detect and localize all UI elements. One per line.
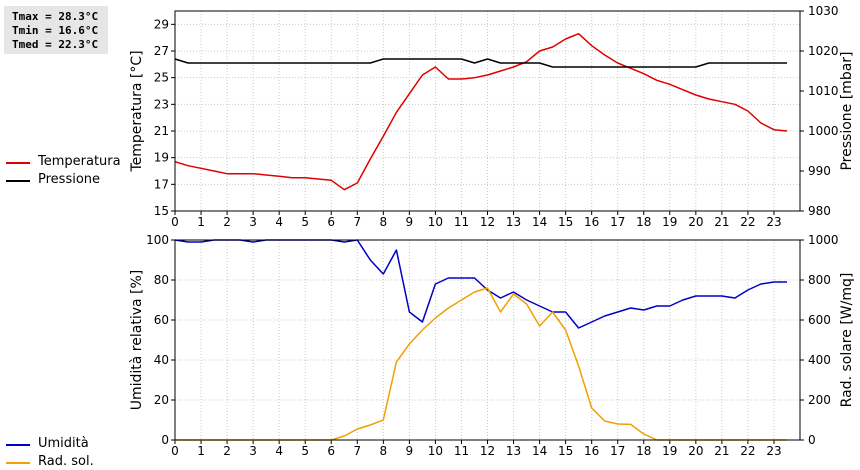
x-tick-label: 20 [688, 215, 703, 229]
weather-charts: 0 1 2 3 4 5 6 7 8 9 10 11 12 13 14 15 16 17 18 19 20 21 22 2315… [129, 4, 855, 458]
x-tick-label: 16 [584, 444, 599, 458]
legend-label-temperatura: Temperatura [38, 154, 121, 169]
y2-tick-label: 1000 [808, 233, 839, 247]
y2-tick-label: 1000 [808, 124, 839, 138]
y-axis-title-1: Umidità relativa [%] [129, 270, 145, 411]
legend-swatch-umidita [6, 444, 30, 446]
y2-tick-label: 1010 [808, 84, 839, 98]
tmin-text: Tmin = 16.6°C [12, 24, 99, 37]
y2-axis-title-0: Pressione [mbar] [839, 51, 855, 170]
x-tick-label: 12 [480, 215, 495, 229]
x-tick-label: 16 [584, 215, 599, 229]
x-tick-label: 20 [688, 444, 703, 458]
series-line-0-1 [174, 58, 787, 68]
x-tick-label: 12 [480, 444, 495, 458]
x-tick-label: 7 [353, 215, 361, 229]
x-tick-label: 23 [766, 444, 781, 458]
x-tick-label: 13 [506, 444, 521, 458]
x-tick-label: 10 [428, 444, 443, 458]
y-tick-label: 21 [154, 124, 169, 138]
x-tick-label: 9 [406, 444, 414, 458]
y2-tick-label: 200 [808, 393, 831, 407]
y-tick-label: 40 [154, 353, 169, 367]
y-tick-label: 27 [154, 44, 169, 58]
legend-swatch-temperatura [6, 162, 30, 164]
x-tick-label: 1 [197, 444, 205, 458]
x-tick-label: 19 [662, 215, 677, 229]
x-tick-label: 11 [454, 444, 469, 458]
y-tick-label: 19 [154, 151, 169, 165]
x-tick-label: 6 [327, 215, 335, 229]
x-tick-label: 14 [532, 215, 547, 229]
x-tick-label: 21 [714, 215, 729, 229]
x-tick-label: 15 [558, 444, 573, 458]
y-tick-label: 15 [154, 204, 169, 218]
x-tick-label: 5 [301, 215, 309, 229]
y-tick-label: 23 [154, 97, 169, 111]
x-tick-label: 22 [740, 215, 755, 229]
x-tick-label: 17 [610, 215, 625, 229]
x-tick-label: 17 [610, 444, 625, 458]
y-axis-title-0: Temperatura [°C] [129, 50, 145, 172]
legend-swatch-pressione [6, 180, 30, 182]
y2-tick-label: 990 [808, 164, 831, 178]
y2-tick-label: 0 [808, 433, 816, 447]
x-tick-label: 2 [223, 444, 231, 458]
y-tick-label: 29 [154, 17, 169, 31]
y-tick-label: 100 [146, 233, 169, 247]
x-tick-label: 8 [380, 215, 388, 229]
y2-tick-label: 1020 [808, 44, 839, 58]
plot-frame-0 [174, 10, 801, 212]
x-tick-label: 18 [636, 444, 651, 458]
x-tick-label: 18 [636, 215, 651, 229]
x-tick-label: 1 [197, 215, 205, 229]
plot-frame-1 [174, 239, 801, 441]
y2-tick-label: 600 [808, 313, 831, 327]
x-tick-label: 11 [454, 215, 469, 229]
y-tick-label: 25 [154, 71, 169, 85]
x-tick-label: 5 [301, 444, 309, 458]
y-tick-label: 0 [161, 433, 169, 447]
x-tick-label: 15 [558, 215, 573, 229]
x-tick-label: 0 [171, 444, 179, 458]
y-tick-label: 17 [154, 177, 169, 191]
x-tick-label: 19 [662, 444, 677, 458]
y2-tick-label: 800 [808, 273, 831, 287]
y2-tick-label: 1030 [808, 4, 839, 18]
legend-label-pressione: Pressione [38, 172, 101, 187]
x-tick-label: 0 [171, 215, 179, 229]
x-tick-label: 21 [714, 444, 729, 458]
y2-tick-label: 980 [808, 204, 831, 218]
x-tick-label: 6 [327, 444, 335, 458]
x-tick-label: 13 [506, 215, 521, 229]
x-tick-label: 4 [275, 444, 283, 458]
x-tick-label: 3 [249, 215, 257, 229]
x-tick-label: 7 [353, 444, 361, 458]
x-tick-label: 3 [249, 444, 257, 458]
series-line-0-0 [174, 32, 788, 191]
y-tick-label: 20 [154, 393, 169, 407]
x-tick-label: 23 [766, 215, 781, 229]
stats-box: Tmax = 28.3°C Tmin = 16.6°C Tmed = 22.3°… [4, 6, 108, 54]
legend-swatch-radsol [6, 462, 30, 464]
tmax-text: Tmax = 28.3°C [12, 10, 99, 23]
y2-axis-title-1: Rad. solare [W/mq] [839, 273, 855, 408]
x-tick-label: 2 [223, 215, 231, 229]
y-tick-label: 80 [154, 273, 169, 287]
y-tick-label: 60 [154, 313, 169, 327]
tmed-text: Tmed = 22.3°C [12, 38, 99, 51]
x-tick-label: 10 [428, 215, 443, 229]
x-tick-label: 4 [275, 215, 283, 229]
x-tick-label: 9 [406, 215, 414, 229]
y2-tick-label: 400 [808, 353, 831, 367]
x-tick-label: 22 [740, 444, 755, 458]
x-tick-label: 14 [532, 444, 547, 458]
legend-label-umidita: Umidità [38, 436, 89, 451]
x-tick-label: 8 [380, 444, 388, 458]
